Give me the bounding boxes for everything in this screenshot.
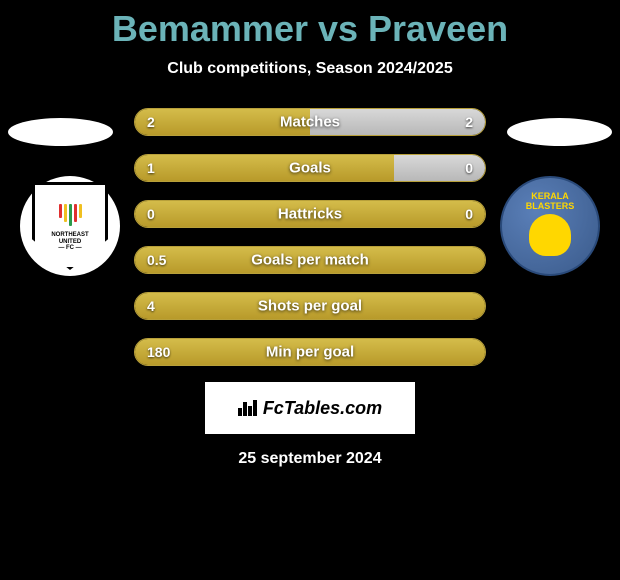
left-ellipse [8, 118, 113, 146]
footer-brand-badge: FcTables.com [205, 382, 415, 434]
right-club-name: KERALABLASTERS [526, 192, 575, 212]
bar-left [135, 155, 394, 181]
stat-label: Matches [280, 114, 340, 131]
stat-value-left: 0.5 [147, 252, 166, 268]
stat-value-left: 2 [147, 114, 155, 130]
stat-row-shots-per-goal: 4 Shots per goal [134, 292, 486, 320]
date-label: 25 september 2024 [0, 450, 620, 468]
left-club-name: NORTHEASTUNITED— FC — [51, 232, 88, 252]
content-area: NORTHEASTUNITED— FC — KERALABLASTERS 2 2 M… [0, 108, 620, 366]
stats-bars: 2 2 Matches 1 0 Goals 0 0 Hattricks 0.5 Goals per … [134, 108, 486, 366]
stat-row-matches: 2 2 Matches [134, 108, 486, 136]
stat-label: Goals [289, 160, 331, 177]
stat-row-hattricks: 0 0 Hattricks [134, 200, 486, 228]
shield-icon: NORTHEASTUNITED— FC — [32, 182, 108, 270]
elephant-icon [529, 214, 571, 256]
stat-value-left: 4 [147, 298, 155, 314]
chart-icon [238, 400, 257, 416]
stat-row-goals: 1 0 Goals [134, 154, 486, 182]
stat-label: Shots per goal [258, 298, 362, 315]
left-club-badge: NORTHEASTUNITED— FC — [20, 176, 120, 276]
stat-label: Hattricks [278, 206, 342, 223]
stat-value-right: 0 [465, 160, 473, 176]
stat-row-goals-per-match: 0.5 Goals per match [134, 246, 486, 274]
footer-brand-text: FcTables.com [263, 398, 382, 419]
stat-row-min-per-goal: 180 Min per goal [134, 338, 486, 366]
stat-value-left: 1 [147, 160, 155, 176]
page-subtitle: Club competitions, Season 2024/2025 [0, 60, 620, 78]
right-ellipse [507, 118, 612, 146]
stat-value-left: 180 [147, 344, 170, 360]
badge-bars-icon [59, 204, 82, 226]
stat-label: Goals per match [251, 252, 369, 269]
stat-value-right: 2 [465, 114, 473, 130]
page-title: Bemammer vs Praveen [0, 0, 620, 50]
stat-value-left: 0 [147, 206, 155, 222]
stat-value-right: 0 [465, 206, 473, 222]
stat-label: Min per goal [266, 344, 354, 361]
right-club-badge: KERALABLASTERS [500, 176, 600, 276]
